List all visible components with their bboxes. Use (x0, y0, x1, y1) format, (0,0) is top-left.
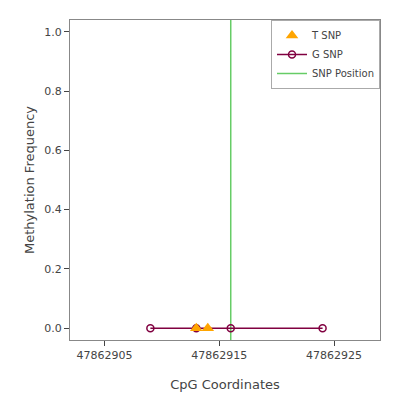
svg-text:0.6: 0.6 (44, 144, 62, 157)
svg-text:T SNP: T SNP (311, 30, 341, 41)
svg-text:SNP Position: SNP Position (312, 68, 374, 79)
svg-text:1.0: 1.0 (44, 26, 62, 39)
svg-text:47862905: 47862905 (76, 349, 132, 362)
svg-text:0.2: 0.2 (44, 263, 62, 276)
svg-text:47862915: 47862915 (191, 349, 247, 362)
svg-text:0.8: 0.8 (44, 85, 62, 98)
svg-text:G SNP: G SNP (312, 49, 343, 60)
svg-text:0.4: 0.4 (44, 203, 62, 216)
svg-text:Methylation Frequency: Methylation Frequency (22, 106, 37, 254)
svg-text:47862925: 47862925 (306, 349, 362, 362)
svg-text:0.0: 0.0 (44, 322, 62, 335)
svg-text:CpG Coordinates: CpG Coordinates (170, 377, 280, 392)
